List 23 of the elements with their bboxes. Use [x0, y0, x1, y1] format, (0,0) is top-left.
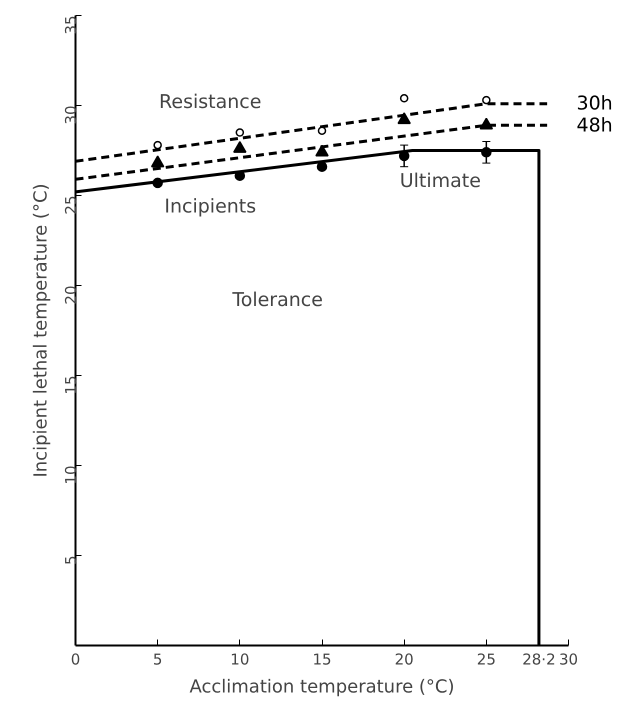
y-tick-label: 30 — [62, 105, 80, 125]
y-tick-label: 5 — [62, 555, 80, 566]
x-tick-label: 28·2 — [522, 650, 556, 668]
annotation: Incipients — [164, 195, 256, 218]
x-axis-title: Acclimation temperature (°C) — [189, 676, 455, 698]
y-tick-label: 35 — [62, 15, 80, 35]
y-tick-label: 10 — [62, 465, 80, 485]
x-tick-label: 15 — [312, 650, 332, 668]
series-label: 30h — [576, 92, 613, 115]
y-axis-title: Incipient lethal temperature (°C) — [30, 183, 52, 478]
x-tick-label: 30 — [558, 650, 578, 668]
x-tick-label: 20 — [394, 650, 414, 668]
x-tick-label: 0 — [70, 650, 80, 668]
x-tick-label: 25 — [476, 650, 496, 668]
x-tick-label: 10 — [230, 650, 250, 668]
series-label: 48h — [576, 114, 613, 136]
y-tick-label: 20 — [62, 285, 80, 305]
annotation: Tolerance — [231, 288, 323, 311]
y-tick-label: 15 — [62, 375, 80, 395]
x-tick-label: 5 — [152, 650, 162, 668]
annotation: Resistance — [159, 90, 262, 113]
annotation: Ultimate — [400, 170, 481, 192]
y-tick-label: 25 — [62, 195, 80, 215]
